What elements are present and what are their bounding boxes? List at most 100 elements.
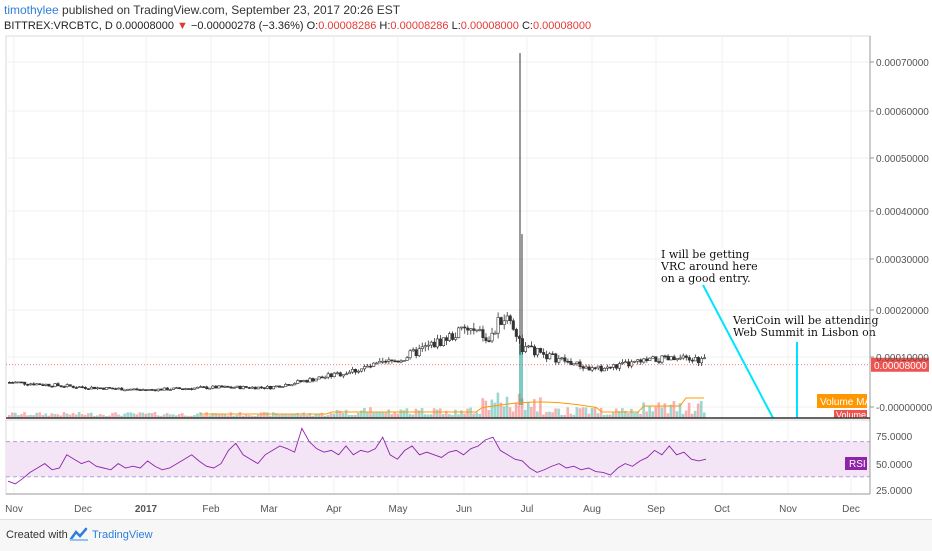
candle-body bbox=[548, 353, 552, 360]
volume-bar bbox=[329, 413, 333, 418]
volume-bar bbox=[111, 412, 114, 418]
volume-bar bbox=[566, 407, 570, 418]
candle-body bbox=[326, 373, 330, 378]
candle-body bbox=[414, 349, 418, 356]
candle-body bbox=[672, 356, 676, 361]
candle-body bbox=[71, 385, 75, 388]
candle-body bbox=[584, 366, 588, 369]
candle-body bbox=[8, 382, 12, 384]
candle-body bbox=[627, 361, 631, 367]
volume-bar bbox=[193, 415, 196, 418]
volume-bar bbox=[484, 400, 488, 418]
x-tick-label: 2017 bbox=[135, 504, 158, 515]
candle-body bbox=[445, 337, 449, 341]
candle-body bbox=[396, 360, 400, 363]
candle-body bbox=[147, 389, 151, 391]
candle-body bbox=[220, 385, 224, 388]
volume-bar bbox=[317, 414, 321, 418]
candle-body bbox=[38, 383, 42, 386]
candle-body bbox=[317, 376, 321, 380]
candle-body bbox=[250, 386, 254, 389]
tradingview-brand-link[interactable]: TradingView bbox=[92, 529, 153, 541]
down-arrow-icon: ▼ bbox=[177, 20, 188, 32]
volume-bar bbox=[68, 414, 72, 418]
volume-bar bbox=[120, 415, 123, 418]
volume-bar bbox=[214, 413, 217, 418]
candle-body bbox=[50, 385, 54, 388]
candle-body bbox=[177, 387, 181, 390]
volume-bar bbox=[105, 415, 108, 418]
volume-bar bbox=[666, 413, 670, 418]
volume-bar bbox=[369, 407, 372, 418]
volume-bar bbox=[17, 415, 20, 418]
volume-bar bbox=[56, 414, 60, 418]
volume-bar bbox=[448, 414, 451, 418]
volume-bar bbox=[208, 415, 211, 418]
candle-body bbox=[214, 385, 218, 389]
candle-body bbox=[490, 332, 494, 342]
volume-bar bbox=[529, 407, 533, 418]
volume-bar bbox=[642, 402, 645, 418]
high-value: 0.00008286 bbox=[390, 20, 449, 32]
volume-bar bbox=[602, 414, 606, 418]
candle-body bbox=[44, 383, 48, 386]
candle-body bbox=[171, 387, 175, 390]
candle-body bbox=[350, 369, 354, 373]
volume-bar bbox=[408, 413, 412, 418]
candle-body bbox=[129, 388, 133, 391]
candle-body bbox=[554, 353, 558, 363]
candle-body bbox=[159, 388, 163, 391]
volume-bar bbox=[517, 393, 521, 418]
volume-bar bbox=[411, 414, 415, 418]
candle-body bbox=[596, 365, 600, 369]
candle-body bbox=[117, 387, 121, 390]
candle-body bbox=[356, 370, 361, 373]
volume-bar bbox=[545, 411, 548, 418]
volume-bar bbox=[129, 412, 133, 418]
volume-bar bbox=[493, 402, 497, 418]
candle-body bbox=[314, 378, 318, 382]
candle-body bbox=[199, 386, 203, 388]
volume-bar bbox=[177, 413, 181, 418]
volume-bar bbox=[250, 415, 254, 418]
volume-bar bbox=[32, 415, 35, 418]
volume-bar bbox=[132, 413, 136, 418]
volume-bar bbox=[702, 412, 706, 418]
volume-bar bbox=[684, 410, 688, 418]
candle-body bbox=[463, 326, 467, 329]
close-label: C: bbox=[521, 20, 533, 32]
volume-bar bbox=[536, 411, 539, 418]
volume-bar bbox=[575, 407, 579, 418]
candle-body bbox=[420, 346, 424, 349]
price-chart[interactable]: 0.00008000 Volume MA Volume I will be getti… bbox=[0, 0, 932, 519]
candle-body bbox=[123, 389, 127, 392]
candle-body bbox=[253, 386, 257, 390]
candle-body bbox=[663, 355, 667, 358]
volume-bar bbox=[454, 409, 457, 418]
volume-bar bbox=[548, 411, 551, 418]
volume-bar bbox=[511, 411, 515, 418]
volume-bar bbox=[402, 410, 406, 418]
candle-body bbox=[111, 387, 115, 390]
author-link[interactable]: timothylee bbox=[4, 3, 59, 17]
candle-body bbox=[281, 386, 285, 388]
candle-body bbox=[575, 361, 579, 364]
candle-body bbox=[536, 348, 540, 356]
volume-bar bbox=[147, 412, 151, 418]
volume-bar bbox=[423, 414, 427, 418]
volume-bar bbox=[156, 415, 160, 418]
volume-bar bbox=[302, 412, 306, 418]
candle-body bbox=[687, 357, 691, 361]
volume-bar bbox=[144, 413, 148, 418]
volume-bar bbox=[296, 413, 299, 418]
volume-bar bbox=[259, 412, 263, 418]
candle-body bbox=[293, 383, 297, 386]
volume-bar bbox=[287, 414, 290, 418]
volume-bar bbox=[102, 414, 105, 418]
candle-body bbox=[432, 341, 436, 348]
volume-bar bbox=[648, 406, 651, 418]
volume-bar bbox=[184, 415, 187, 418]
candle-body bbox=[190, 388, 194, 390]
volume-bar bbox=[445, 410, 448, 418]
volume-bar bbox=[344, 409, 348, 418]
